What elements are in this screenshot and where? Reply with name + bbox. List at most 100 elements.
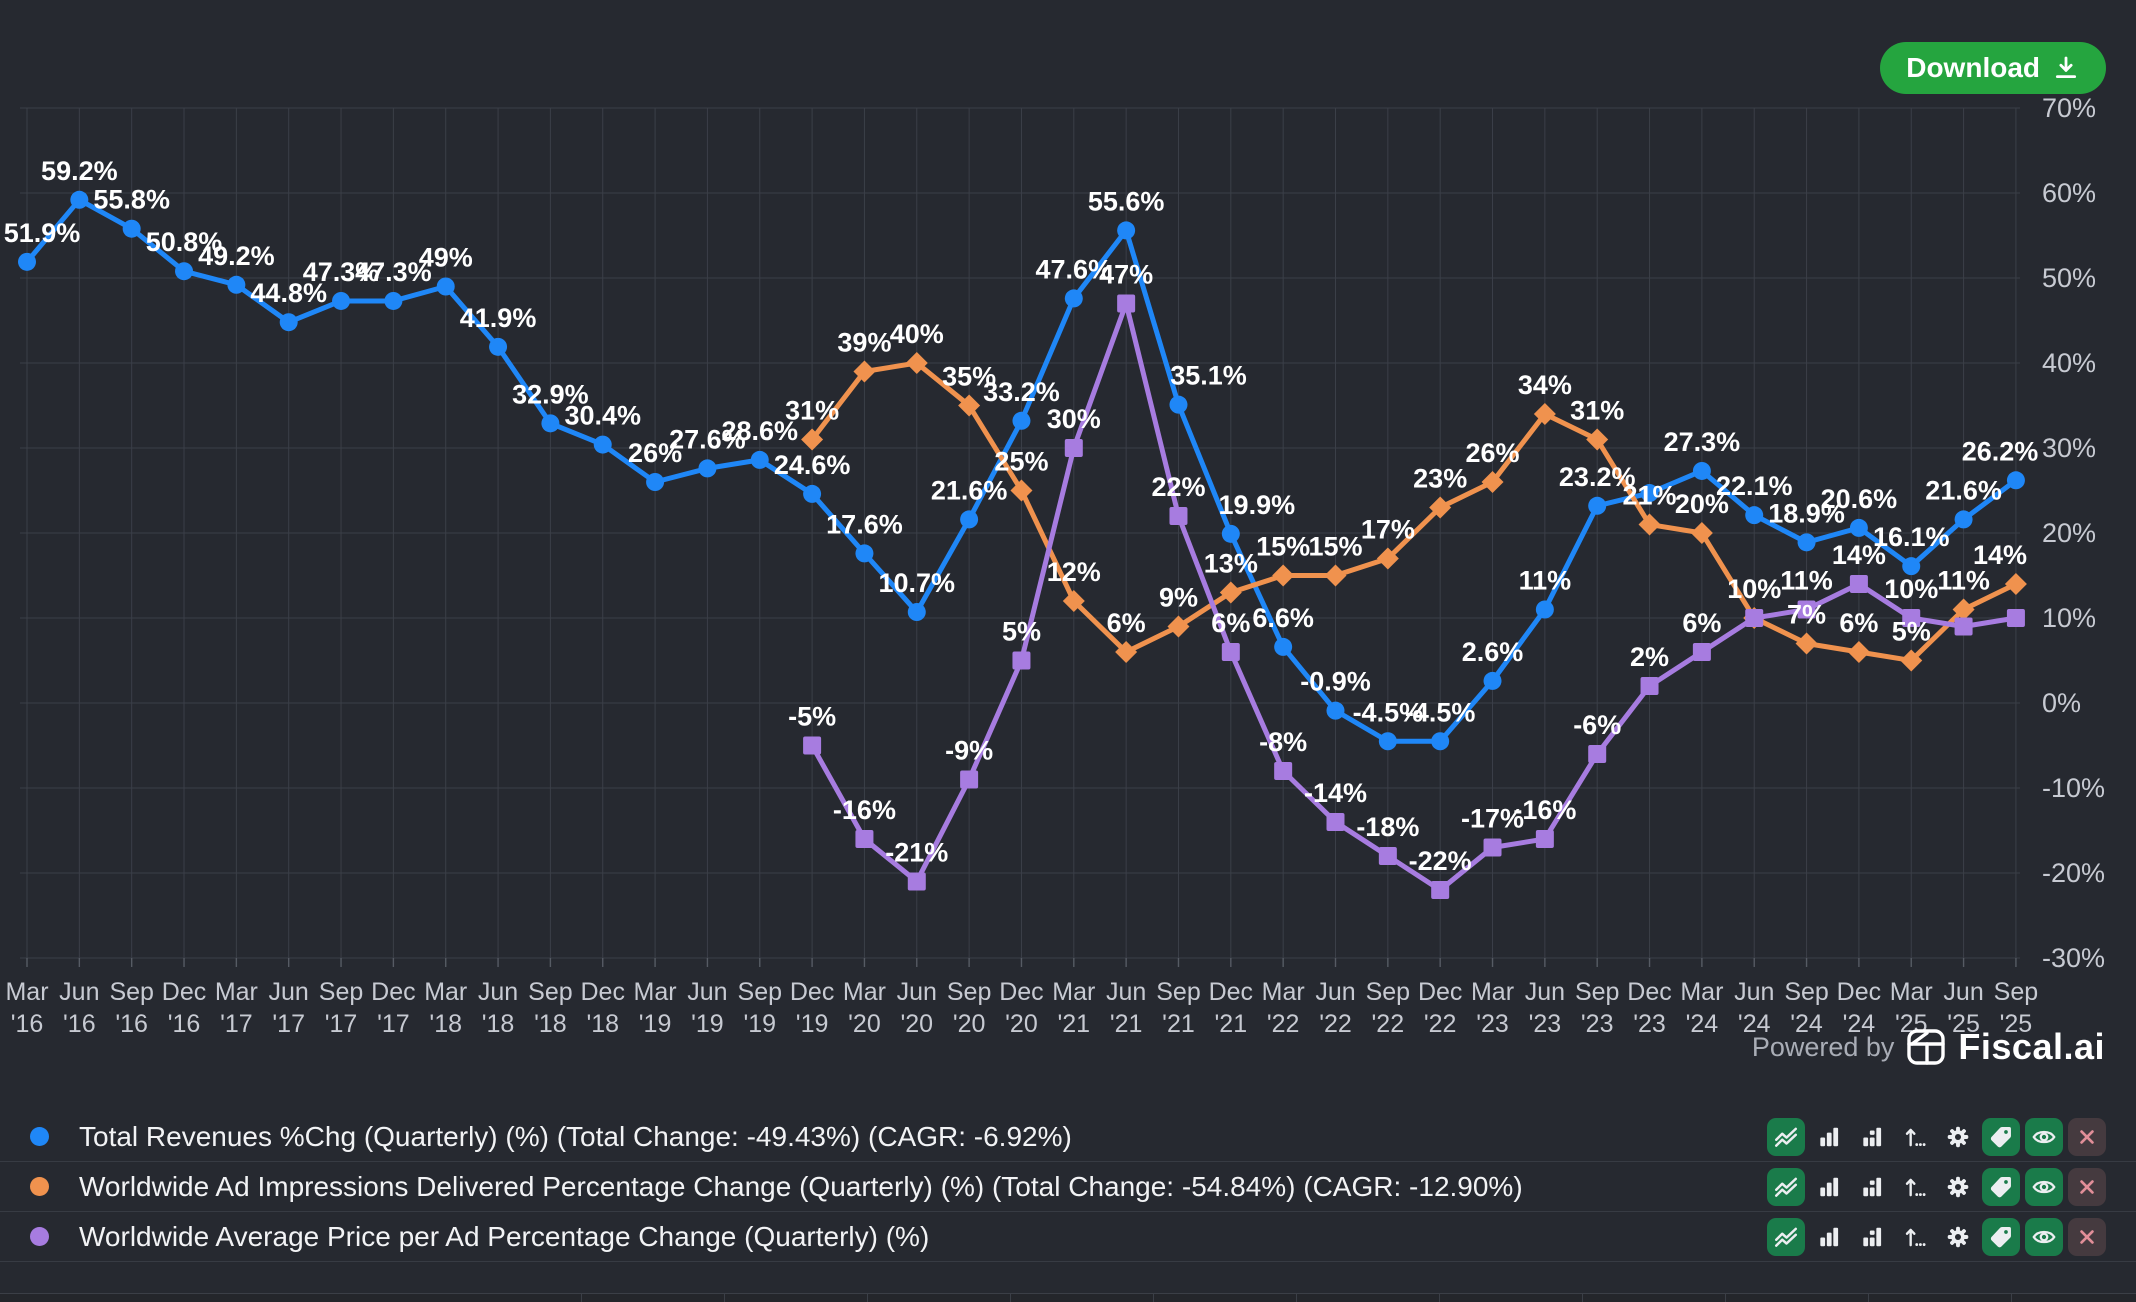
svg-text:'20: '20 <box>953 1010 986 1038</box>
legend-row-actions <box>1767 1217 2106 1256</box>
eye-icon[interactable] <box>2025 1167 2063 1206</box>
svg-text:44.8%: 44.8% <box>250 278 327 308</box>
svg-text:Sep: Sep <box>1994 978 2038 1006</box>
gear-icon[interactable] <box>1939 1168 1977 1206</box>
svg-text:47.3%: 47.3% <box>355 257 432 287</box>
legend-row: Worldwide Ad Impressions Delivered Perce… <box>0 1162 2136 1212</box>
bar-chart-icon[interactable] <box>1810 1118 1848 1156</box>
svg-text:-14%: -14% <box>1304 778 1367 808</box>
legend-label: Worldwide Ad Impressions Delivered Perce… <box>79 1170 1523 1202</box>
svg-text:Sep: Sep <box>528 978 572 1006</box>
svg-text:14%: 14% <box>1973 540 2027 570</box>
download-button[interactable]: Download <box>1880 42 2106 94</box>
line-chart-icon[interactable] <box>1767 1117 1805 1156</box>
close-icon[interactable] <box>2068 1117 2106 1156</box>
svg-text:22.1%: 22.1% <box>1716 471 1793 501</box>
fiscal-logo-icon <box>1907 1029 1946 1065</box>
svg-text:10%: 10% <box>1727 574 1781 604</box>
svg-text:'16: '16 <box>168 1010 201 1038</box>
sort-arrow-icon[interactable] <box>1896 1118 1934 1156</box>
svg-text:15%: 15% <box>1256 532 1310 562</box>
close-icon[interactable] <box>2068 1167 2106 1206</box>
stacked-bar-chart-icon[interactable] <box>1853 1218 1891 1256</box>
svg-text:Sep: Sep <box>738 978 782 1006</box>
svg-text:-4.5%: -4.5% <box>1353 697 1424 727</box>
legend-label: Total Revenues %Chg (Quarterly) (%) (Tot… <box>79 1120 1072 1152</box>
table-column-edge <box>0 1294 582 1302</box>
sort-arrow-icon[interactable] <box>1896 1218 1934 1256</box>
gridlines <box>20 107 2020 959</box>
svg-text:Jun: Jun <box>1315 978 1355 1006</box>
svg-text:Sep: Sep <box>319 978 363 1006</box>
svg-text:11%: 11% <box>1780 566 1833 596</box>
gear-icon[interactable] <box>1939 1218 1977 1256</box>
legend-label: Worldwide Average Price per Ad Percentag… <box>79 1220 930 1252</box>
y-axis-labels: 70% 60% 50% 40% 30% 20% 10% 0% -10% -20% -30% <box>2042 93 2105 973</box>
svg-text:Mar: Mar <box>1052 978 1095 1006</box>
svg-text:23%: 23% <box>1413 464 1467 494</box>
series-color-dot <box>30 1127 49 1146</box>
svg-text:Dec: Dec <box>1627 978 1671 1006</box>
stacked-bar-chart-icon[interactable] <box>1853 1118 1891 1156</box>
svg-text:16.1%: 16.1% <box>1873 522 1950 552</box>
svg-text:'18: '18 <box>482 1010 515 1038</box>
line-chart-icon[interactable] <box>1767 1217 1805 1256</box>
eye-icon[interactable] <box>2025 1117 2063 1156</box>
svg-text:-20%: -20% <box>2042 858 2105 888</box>
svg-text:17.6%: 17.6% <box>826 509 903 539</box>
x-axis-ticks <box>26 958 2017 967</box>
tag-icon[interactable] <box>1982 1117 2020 1156</box>
svg-text:'18: '18 <box>586 1010 619 1038</box>
svg-text:6.6%: 6.6% <box>1252 603 1314 633</box>
svg-text:49.2%: 49.2% <box>198 241 275 271</box>
tag-icon[interactable] <box>1982 1167 2020 1206</box>
stacked-bar-chart-icon[interactable] <box>1853 1168 1891 1206</box>
line-chart-icon[interactable] <box>1767 1167 1805 1206</box>
svg-text:13%: 13% <box>1204 549 1258 579</box>
svg-text:20%: 20% <box>1675 489 1729 519</box>
svg-text:Jun: Jun <box>1106 978 1146 1006</box>
svg-text:10%: 10% <box>2042 603 2096 633</box>
legend-row-actions <box>1767 1117 2106 1156</box>
svg-text:Sep: Sep <box>947 978 991 1006</box>
line-chart[interactable]: Mar '16 Jun '16 Sep '16 Dec '16 Mar '17 Jun '17 Sep '… <box>0 0 2136 1060</box>
svg-text:6%: 6% <box>1682 608 1721 638</box>
svg-text:Dec: Dec <box>1209 978 1253 1006</box>
svg-text:6%: 6% <box>1107 608 1146 638</box>
svg-text:Mar: Mar <box>843 978 886 1006</box>
svg-text:2.6%: 2.6% <box>1462 637 1524 667</box>
svg-text:51.9%: 51.9% <box>4 218 81 248</box>
svg-text:28.6%: 28.6% <box>721 416 798 446</box>
svg-text:50%: 50% <box>2042 263 2096 293</box>
svg-text:'20: '20 <box>848 1010 881 1038</box>
svg-text:-9%: -9% <box>945 736 993 766</box>
svg-text:-8%: -8% <box>1259 727 1307 757</box>
table-header-strip <box>0 1293 2136 1302</box>
svg-text:'18: '18 <box>429 1010 462 1038</box>
bar-chart-icon[interactable] <box>1810 1168 1848 1206</box>
eye-icon[interactable] <box>2025 1217 2063 1256</box>
svg-text:Jun: Jun <box>59 978 99 1006</box>
svg-text:Jun: Jun <box>1734 978 1774 1006</box>
svg-text:'22: '22 <box>1267 1010 1300 1038</box>
svg-text:-17%: -17% <box>1461 804 1524 834</box>
svg-text:0%: 0% <box>2042 688 2081 718</box>
svg-text:'18: '18 <box>534 1010 567 1038</box>
series-color-dot <box>30 1177 49 1196</box>
tag-icon[interactable] <box>1982 1217 2020 1256</box>
svg-text:'23: '23 <box>1633 1010 1666 1038</box>
svg-text:Dec: Dec <box>790 978 834 1006</box>
svg-text:Mar: Mar <box>1890 978 1933 1006</box>
legend-row-actions <box>1767 1167 2106 1206</box>
svg-text:Sep: Sep <box>1156 978 1200 1006</box>
bar-chart-icon[interactable] <box>1810 1218 1848 1256</box>
svg-text:'17: '17 <box>377 1010 410 1038</box>
download-icon <box>2055 56 2077 79</box>
close-icon[interactable] <box>2068 1217 2106 1256</box>
gear-icon[interactable] <box>1939 1118 1977 1156</box>
sort-arrow-icon[interactable] <box>1896 1168 1934 1206</box>
svg-text:47%: 47% <box>1099 260 1153 290</box>
svg-text:'16: '16 <box>63 1010 96 1038</box>
svg-text:5%: 5% <box>1892 617 1931 647</box>
